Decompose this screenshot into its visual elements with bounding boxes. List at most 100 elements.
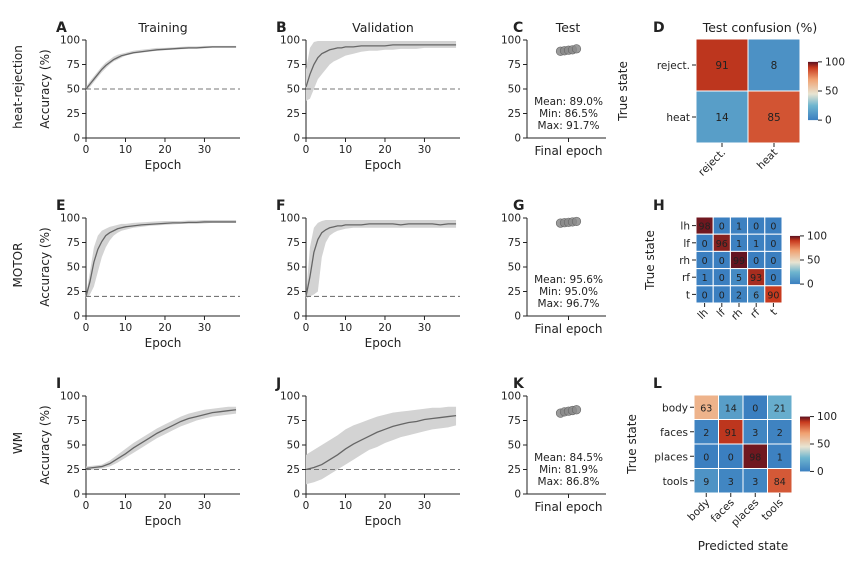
stat-max: Max: 86.8% xyxy=(538,476,600,488)
col-label: body xyxy=(686,497,713,524)
y-tick-label: 75 xyxy=(287,415,300,427)
y-tick-label: 0 xyxy=(73,133,80,145)
panel-letter: I xyxy=(56,376,61,392)
row-label: MOTOR xyxy=(11,243,25,288)
x-axis-label: Final epoch xyxy=(534,144,602,158)
panel-letter: A xyxy=(56,20,67,36)
y-tick-label: 75 xyxy=(287,59,300,71)
col-title-validation: Validation xyxy=(352,20,414,35)
y-tick-label: 25 xyxy=(287,286,300,298)
y-tick-label: 75 xyxy=(508,237,521,249)
y-tick-label: 75 xyxy=(67,59,80,71)
cell-value: 1 xyxy=(702,273,708,284)
y-tick-label: 75 xyxy=(287,237,300,249)
matrix-cell xyxy=(742,419,768,445)
row-label: places xyxy=(654,451,688,463)
cell-value: 0 xyxy=(702,239,708,250)
cell-value: 2 xyxy=(777,428,783,439)
mean-line xyxy=(305,44,457,88)
y-tick-label: 100 xyxy=(501,35,521,47)
panel-letter: F xyxy=(276,198,286,214)
y-tick-label: 0 xyxy=(514,489,521,501)
train-axes: 0 25 50 75 100 0 10 20 30 Epoch Accuracy (%) xyxy=(38,213,240,350)
y-tick-label: 100 xyxy=(280,35,300,47)
validation-curve xyxy=(305,406,460,485)
panel-letter: B xyxy=(276,20,287,36)
y-tick-label: 0 xyxy=(514,133,521,145)
x-axis-label: Epoch xyxy=(145,514,182,528)
y-tick-label: 75 xyxy=(67,415,80,427)
stat-max: Max: 91.7% xyxy=(538,120,600,132)
y-tick-label: 25 xyxy=(67,286,80,298)
x-tick-label: 10 xyxy=(119,144,132,156)
y-tick-label: 0 xyxy=(73,311,80,323)
x-tick-label: 10 xyxy=(119,500,132,512)
x-axis-label: Epoch xyxy=(365,158,402,172)
y-axis-label: True state xyxy=(616,61,630,122)
y-tick-label: 100 xyxy=(60,213,80,225)
matrix-cell xyxy=(742,468,768,494)
error-band xyxy=(306,40,457,101)
cell-value: 0 xyxy=(728,452,734,463)
cell-value: 0 xyxy=(702,290,708,301)
x-axis-label: Epoch xyxy=(365,336,402,350)
mean-line xyxy=(85,409,237,470)
x-tick-label: 0 xyxy=(83,144,90,156)
x-tick-label: 30 xyxy=(198,500,211,512)
cell-value: 2 xyxy=(703,428,709,439)
cell-value: 0 xyxy=(770,239,776,250)
x-tick-label: 30 xyxy=(418,322,431,334)
colorbar-tick-label: 100 xyxy=(817,411,837,423)
y-tick-label: 50 xyxy=(508,262,521,274)
cell-value: 91 xyxy=(725,428,737,439)
mean-line xyxy=(85,46,237,90)
stat-mean: Mean: 89.0% xyxy=(534,96,603,108)
mean-line xyxy=(305,414,457,471)
cell-value: 3 xyxy=(752,428,758,439)
y-tick-label: 75 xyxy=(508,415,521,427)
panel-letter: G xyxy=(513,198,525,214)
y-tick-label: 100 xyxy=(280,213,300,225)
x-axis-label: Epoch xyxy=(365,514,402,528)
panel-letter: E xyxy=(56,198,66,214)
colorbar xyxy=(790,235,800,285)
colorbar-tick-label: 50 xyxy=(817,439,830,451)
y-tick-label: 25 xyxy=(508,108,521,120)
x-tick-label: 10 xyxy=(119,322,132,334)
row-label: tools xyxy=(663,476,688,488)
row-label: lh xyxy=(680,221,690,233)
matrix-cell xyxy=(718,394,744,420)
panel-letter: H xyxy=(653,198,665,214)
mean-line xyxy=(305,223,457,297)
colorbar-tick-label: 100 xyxy=(825,56,845,68)
y-axis-label: True state xyxy=(625,414,639,475)
test-point xyxy=(571,44,582,54)
y-tick-label: 100 xyxy=(60,35,80,47)
matrix-cell xyxy=(742,394,768,420)
training-curve xyxy=(85,219,240,299)
cell-value: 0 xyxy=(753,256,759,267)
col-label: heat xyxy=(755,147,780,172)
y-axis-label: True state xyxy=(643,230,657,291)
y-tick-label: 50 xyxy=(508,440,521,452)
panel-letter: D xyxy=(653,20,665,36)
cell-value: 21 xyxy=(774,403,786,414)
x-tick-label: 0 xyxy=(83,322,90,334)
y-tick-label: 0 xyxy=(293,489,300,501)
x-axis-label: Epoch xyxy=(145,336,182,350)
cell-value: 2 xyxy=(736,290,742,301)
error-band xyxy=(86,219,237,299)
y-tick-label: 75 xyxy=(508,59,521,71)
x-tick-label: 10 xyxy=(339,500,352,512)
colorbar-tick-label: 50 xyxy=(807,255,820,267)
cell-value: 0 xyxy=(702,256,708,267)
y-tick-label: 0 xyxy=(514,311,521,323)
cell-value: 5 xyxy=(736,273,742,284)
error-band xyxy=(306,406,457,485)
col-label: rf xyxy=(748,306,762,320)
row-label: heat xyxy=(666,112,690,124)
y-tick-label: 100 xyxy=(280,391,300,403)
stat-min: Min: 81.9% xyxy=(539,464,598,476)
stat-mean: Mean: 84.5% xyxy=(534,452,603,464)
